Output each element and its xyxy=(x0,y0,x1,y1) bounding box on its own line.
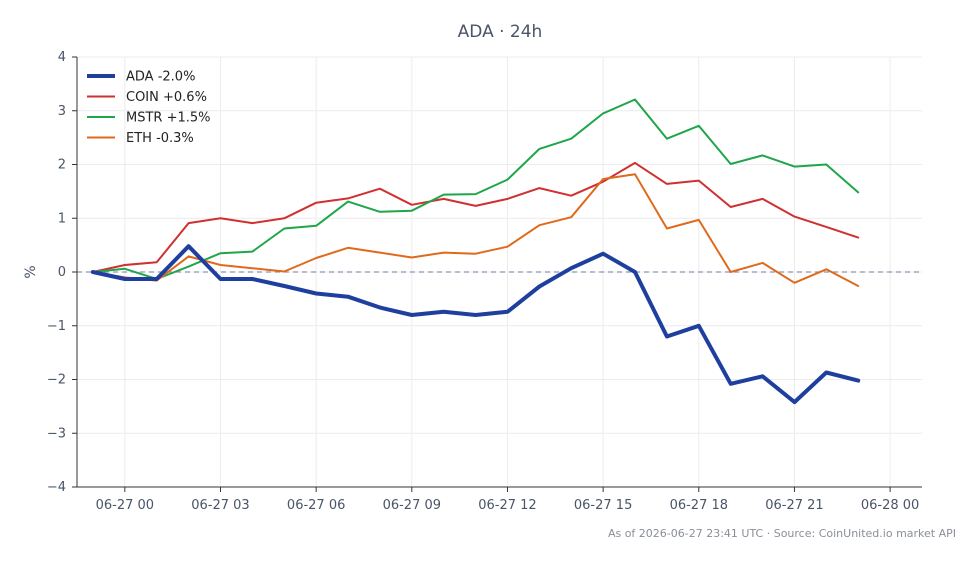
y-tick-label: −3 xyxy=(47,426,66,441)
legend-label: ADA -2.0% xyxy=(126,70,195,85)
legend-label: ETH -0.3% xyxy=(126,131,194,146)
x-tick-label: 06-27 15 xyxy=(574,498,632,513)
series-line-1 xyxy=(91,161,860,273)
y-tick-label: −4 xyxy=(47,480,66,495)
x-tick-label: 06-27 06 xyxy=(287,498,345,513)
y-tick-label: −2 xyxy=(47,373,66,388)
chart-title: ADA · 24h xyxy=(458,22,543,42)
y-tick-label: −1 xyxy=(47,319,66,334)
y-axis-label: % xyxy=(23,265,39,278)
y-ticks: −4 −3 −2 −1 0 1 2 3 4 xyxy=(47,50,77,495)
x-ticks: 06-27 00 06-27 03 06-27 06 06-27 09 06-27 12… xyxy=(96,487,919,513)
legend: ADA -2.0% COIN +0.6% MSTR +1.5% ETH -0.3% xyxy=(87,70,211,146)
series-line-0 xyxy=(90,244,861,405)
x-tick-label: 06-27 12 xyxy=(478,498,536,513)
x-tick-label: 06-27 03 xyxy=(191,498,249,513)
y-tick-label: 3 xyxy=(58,104,66,119)
x-tick-label: 06-27 18 xyxy=(670,498,728,513)
y-tick-label: 2 xyxy=(58,158,66,173)
legend-label: MSTR +1.5% xyxy=(126,111,211,126)
x-tick-label: 06-27 09 xyxy=(383,498,441,513)
series-lines xyxy=(90,98,861,405)
y-tick-label: 1 xyxy=(58,211,66,226)
x-tick-label: 06-27 00 xyxy=(96,498,154,513)
x-tick-label: 06-27 21 xyxy=(765,498,823,513)
series-line-3 xyxy=(91,173,860,287)
legend-label: COIN +0.6% xyxy=(126,90,207,105)
footer-source: As of 2026-06-27 23:41 UTC · Source: Coi… xyxy=(608,527,956,540)
series-line-2 xyxy=(91,98,860,280)
y-tick-label: 0 xyxy=(58,265,66,280)
y-tick-label: 4 xyxy=(58,50,66,65)
x-tick-label: 06-28 00 xyxy=(861,498,919,513)
